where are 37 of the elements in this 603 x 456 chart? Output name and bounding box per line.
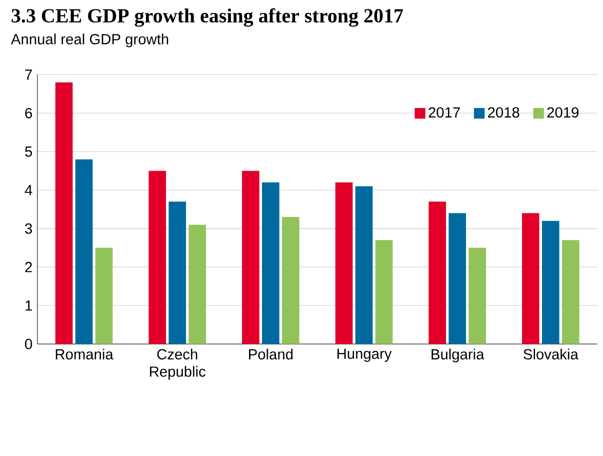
bar [95,248,113,344]
bar [188,224,206,344]
x-tick-label: Hungary [337,348,392,362]
bar [448,213,466,344]
y-tick-label: 0 [25,338,32,350]
y-tick-label: 2 [25,262,32,272]
y-tick-label: 1 [26,300,32,311]
bar [562,240,580,344]
legend-label: 2017 [428,107,460,118]
bar [75,159,93,344]
bar [542,220,560,344]
x-tick-label: Romania [56,348,114,360]
x-tick-label: Bulgaria [432,348,484,362]
y-tick-label: 5 [25,146,32,157]
bar [168,202,186,344]
bar [335,182,353,344]
y-tick-label: 7 [25,70,32,80]
chart-title: 3.3 CEE GDP growth easing after strong 2017 [12,8,404,27]
x-tick-label: Slovakia [524,348,578,360]
bar [242,170,260,344]
y-tick-label: 3 [25,223,32,234]
bar [375,240,393,344]
bar [468,248,486,344]
y-tick-label: 4 [24,185,32,196]
legend-label: 2018 [488,107,520,118]
bar [428,202,446,344]
legend-label: 2019 [547,107,578,118]
chart-subtitle: Annual real GDP growth [10,34,168,48]
x-tick-label: Poland [249,348,293,360]
bar [148,170,166,344]
x-tick-label: Czech Republic [150,348,206,380]
bar [55,82,73,344]
bar [262,182,280,344]
bar [355,186,373,344]
bar [282,217,300,344]
y-tick-label: 6 [25,108,32,118]
bar [522,213,540,344]
